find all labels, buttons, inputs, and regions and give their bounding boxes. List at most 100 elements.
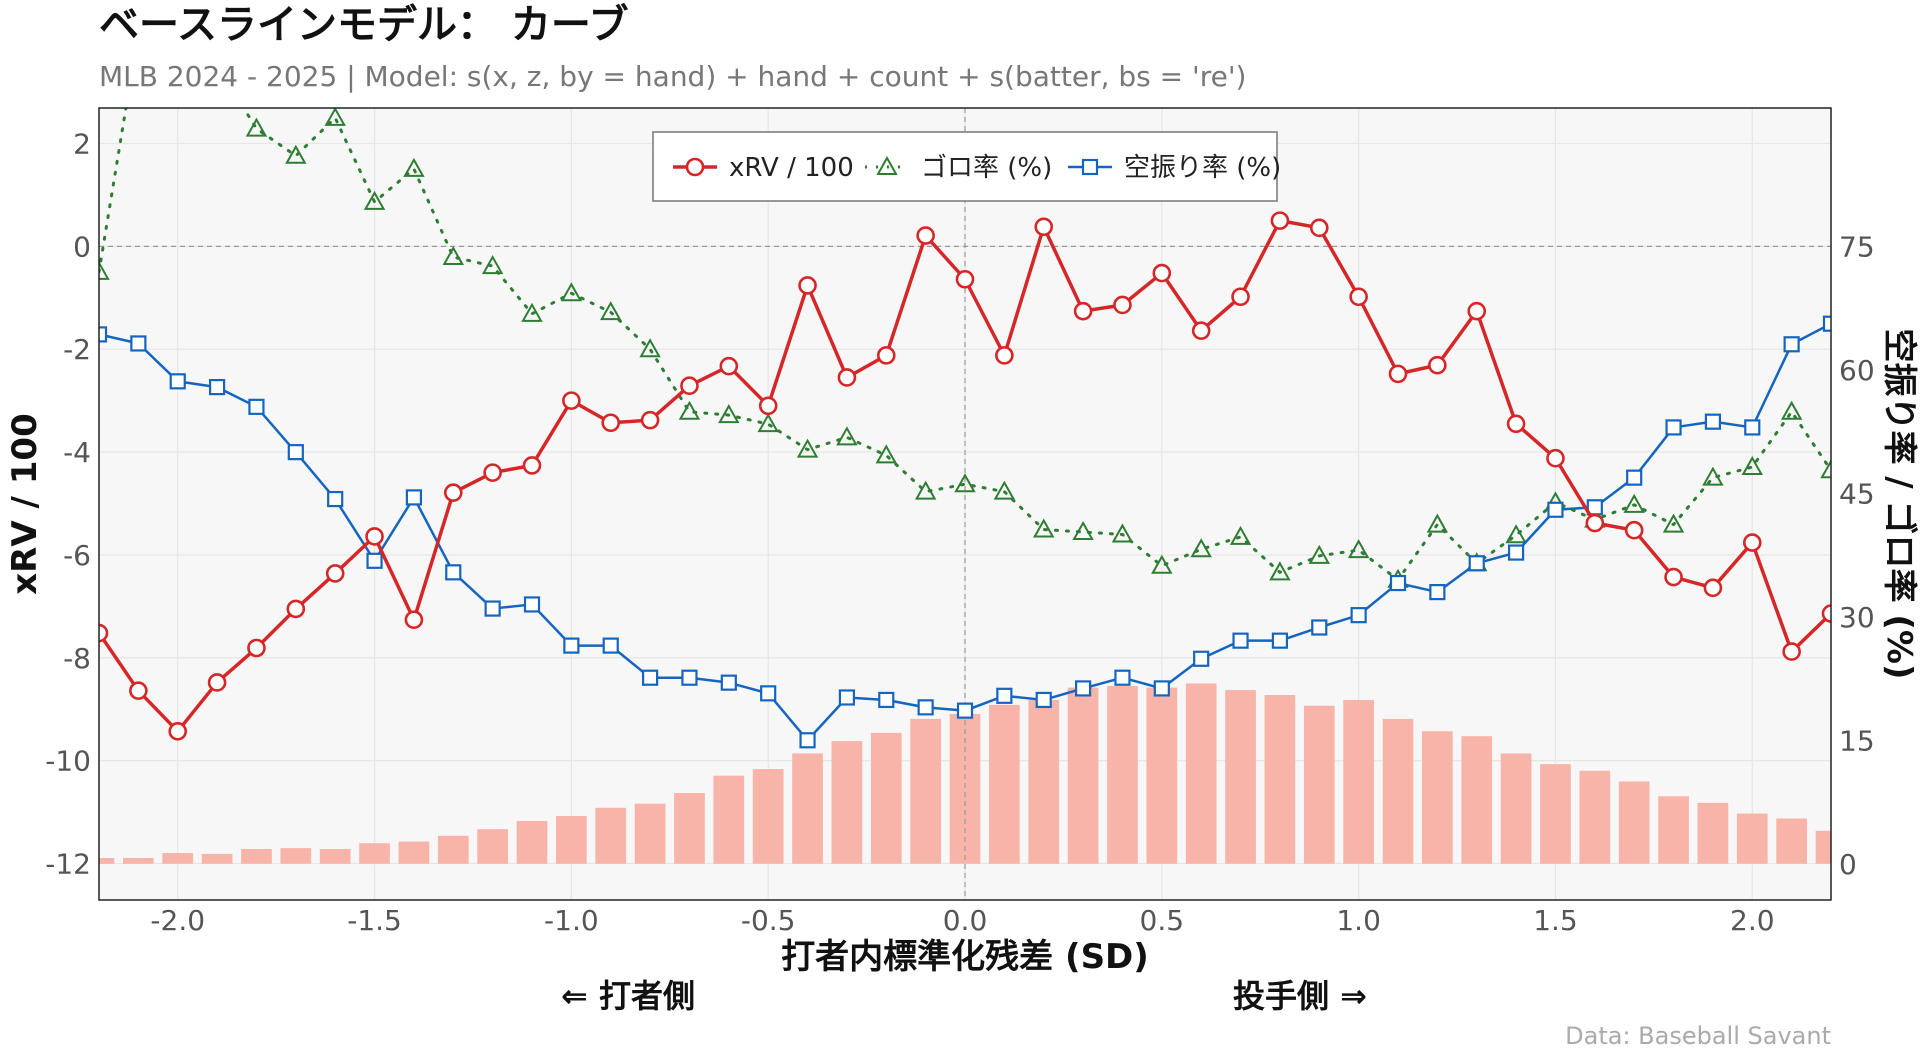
data-point-xrv: [719, 356, 739, 376]
data-point-gb: [1190, 538, 1212, 558]
data-point-gb: [639, 338, 661, 358]
x-axis-label: 打者内標準化残差 (SD): [781, 937, 1149, 977]
bar: [634, 803, 666, 864]
data-point-xrv: [1664, 567, 1683, 587]
bar: [595, 807, 627, 864]
x-tick-label: 1.0: [1336, 904, 1381, 937]
data-point-xrv: [1742, 533, 1762, 552]
data-point-gb: [954, 473, 976, 493]
bar: [1382, 718, 1414, 864]
plot-frame: [98, 107, 1832, 901]
data-point-whiff: [99, 326, 108, 343]
legend-label: ゴロ率 (%): [921, 153, 1052, 183]
y-tick-label: 2: [73, 127, 91, 160]
x-tick-label: 0.0: [943, 904, 988, 937]
data-point-whiff: [760, 685, 777, 702]
data-point-xrv: [1467, 301, 1487, 321]
bar: [1028, 699, 1060, 864]
data-point-xrv: [1191, 321, 1211, 340]
bar: [1264, 695, 1296, 864]
data-point-whiff: [1822, 315, 1831, 332]
data-point-gb: [836, 426, 858, 446]
data-point-xrv: [286, 599, 306, 619]
data-point-gb: [718, 404, 740, 424]
bar: [910, 718, 941, 864]
data-point-xrv: [207, 673, 227, 692]
data-point-whiff: [523, 596, 541, 613]
data-point-xrv: [443, 483, 463, 502]
data-point-gb: [1033, 518, 1055, 538]
data-point-whiff: [917, 699, 934, 716]
data-point-xrv: [1113, 295, 1132, 315]
data-point-gb: [796, 438, 819, 458]
data-point-whiff: [1429, 583, 1446, 601]
data-point-whiff: [287, 444, 304, 461]
data-point-xrv: [798, 276, 817, 295]
y-tick-label: -8: [63, 642, 91, 675]
bar: [1107, 685, 1138, 864]
data-point-whiff: [1035, 691, 1052, 709]
legend-label: xRV / 100: [729, 153, 854, 183]
data-point-xrv: [483, 463, 502, 482]
data-point-xrv: [1231, 287, 1250, 307]
data-point-xrv: [1349, 287, 1368, 307]
x-tick-label: -1.5: [347, 904, 402, 937]
bar: [1658, 796, 1689, 864]
data-point-gb: [363, 190, 386, 210]
data-point-gb: [600, 301, 622, 321]
data-point-whiff: [1074, 680, 1092, 697]
data-point-whiff: [1232, 632, 1249, 649]
data-point-whiff: [563, 637, 580, 654]
data-point-xrv: [1546, 448, 1565, 468]
data-point-whiff: [956, 702, 974, 719]
y-tick-label: -6: [63, 539, 91, 572]
data-point-gb: [875, 444, 897, 464]
bar: [1815, 830, 1831, 864]
bar: [1343, 699, 1374, 864]
data-point-xrv: [1388, 364, 1408, 384]
legend-box: [652, 131, 1278, 202]
data-point-whiff: [1704, 413, 1722, 430]
y-tick-label: -4: [63, 436, 91, 469]
data-point-gb: [914, 480, 937, 500]
data-point-xrv: [1506, 414, 1526, 434]
data-point-gb: [481, 255, 504, 275]
data-point-whiff: [641, 669, 659, 686]
y2-tick-label: 75: [1839, 230, 1875, 263]
data-point-whiff: [248, 398, 265, 415]
pitcher-side-label: 投手側 ⇒: [1233, 977, 1367, 1015]
data-point-xrv: [99, 623, 109, 643]
data-point-gb: [1347, 539, 1370, 559]
legend-swatch-marker: [876, 155, 898, 175]
x-tick-label: 1.5: [1533, 904, 1578, 937]
data-point-xrv: [1034, 217, 1054, 237]
bar: [831, 741, 863, 864]
bar: [1697, 802, 1729, 864]
data-point-whiff: [1626, 469, 1643, 486]
data-point-gb: [442, 245, 464, 266]
data-point-xrv: [995, 346, 1014, 365]
data-point-xrv: [837, 368, 857, 387]
bar: [1225, 690, 1256, 864]
batter-side-label: ⇐ 打者側: [561, 977, 695, 1015]
y2-tick-label: 45: [1839, 477, 1875, 510]
x-tick-label: -0.5: [741, 904, 796, 937]
legend-swatch-marker: [1081, 158, 1099, 176]
bar: [241, 848, 272, 864]
data-point-whiff: [720, 674, 737, 691]
bar: [1303, 705, 1335, 864]
data-point-xrv: [1428, 355, 1447, 375]
data-point-gb: [1623, 493, 1645, 513]
data-point-xrv: [1073, 301, 1093, 321]
data-point-gb: [1229, 525, 1252, 545]
bar: [201, 853, 233, 864]
data-point-xrv: [916, 226, 935, 245]
chart-title: ベースラインモデル： カーブ: [99, 2, 629, 48]
data-point-whiff: [602, 637, 619, 654]
bar: [792, 753, 823, 864]
data-point-whiff: [484, 600, 501, 617]
data-point-xrv: [1270, 211, 1290, 230]
data-point-xrv: [404, 610, 424, 630]
bar: [516, 820, 548, 864]
data-point-whiff: [1193, 650, 1210, 667]
